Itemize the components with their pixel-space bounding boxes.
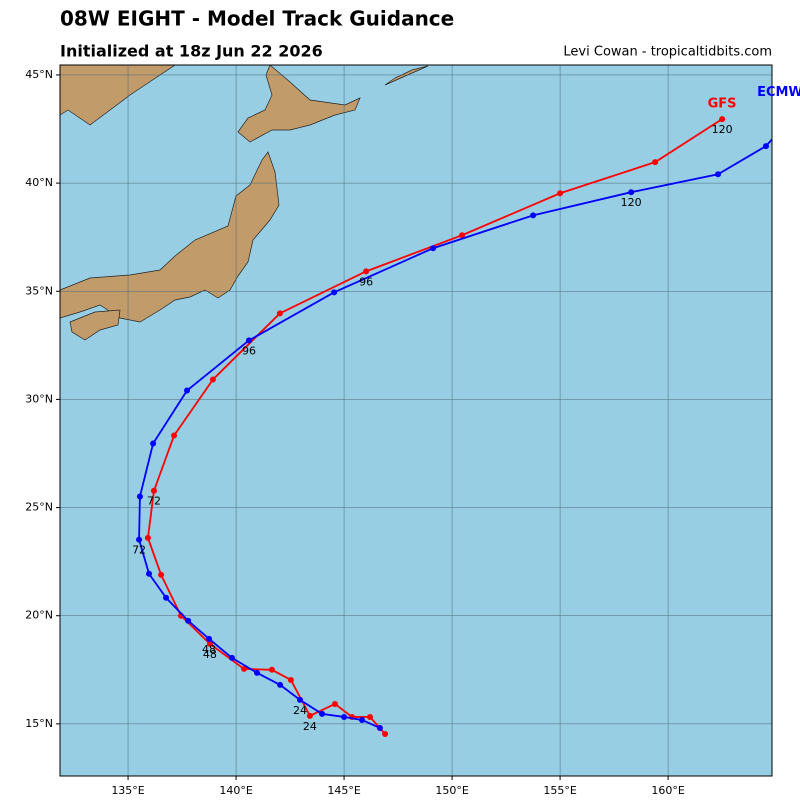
track-point [144, 534, 151, 541]
track-line [138, 138, 772, 729]
track-point [206, 640, 213, 647]
track-point [228, 654, 235, 661]
track-point [184, 387, 191, 394]
hour-label: 24 [293, 704, 307, 717]
track-point [185, 617, 192, 624]
track-point [163, 594, 170, 601]
track-point [136, 536, 143, 543]
track-point [171, 432, 178, 439]
track-point [209, 376, 216, 383]
series-name: ECMWF [757, 85, 800, 100]
x-tick-label: 150°E [435, 784, 468, 797]
track-point [358, 716, 365, 723]
y-tick-label: 45°N [25, 68, 53, 81]
frame [59, 64, 773, 777]
track-point [459, 232, 466, 239]
track-point [430, 245, 437, 252]
track-point [296, 696, 303, 703]
credit: Levi Cowan - tropicaltidbits.com [563, 45, 772, 60]
hour-label: 24 [303, 720, 317, 733]
track-point [254, 669, 261, 676]
y-tick-label: 30°N [25, 392, 53, 405]
y-tick-label: 20°N [25, 609, 53, 622]
hour-label: 72 [147, 495, 161, 508]
chart-subtitle: Initialized at 18z Jun 22 2026 [60, 42, 323, 61]
hour-label: 72 [132, 544, 146, 557]
track-point [276, 310, 283, 317]
track-point [136, 493, 143, 500]
x-tick-label: 160°E [651, 784, 684, 797]
ocean [60, 65, 772, 776]
x-tick-label: 135°E [111, 784, 144, 797]
track-point [306, 712, 313, 719]
track-point [287, 676, 294, 683]
track-point [786, 117, 792, 123]
track-point [319, 710, 326, 717]
hour-label: 48 [203, 648, 217, 661]
track-point [557, 190, 564, 197]
hour-label: 48 [202, 643, 216, 656]
land [60, 65, 429, 341]
track-point [331, 289, 338, 296]
track-point [146, 570, 152, 577]
y-tick-label: 40°N [25, 176, 53, 189]
hour-label: 120 [621, 196, 642, 209]
track-point [628, 189, 635, 196]
track-point [241, 665, 248, 672]
track-point [652, 159, 659, 166]
x-tick-label: 145°E [327, 784, 360, 797]
track-point [714, 171, 721, 178]
y-tick-label: 15°N [25, 717, 53, 730]
track-point [366, 713, 373, 720]
chart-title: 08W EIGHT - Model Track Guidance [60, 7, 454, 31]
track-point [246, 337, 253, 344]
hour-label: 96 [242, 344, 256, 357]
hour-label: 120 [712, 123, 733, 136]
track-point [206, 635, 213, 642]
track-point [341, 713, 348, 720]
x-tick-label: 140°E [219, 784, 252, 797]
y-tick-label: 25°N [25, 501, 53, 514]
track-point [363, 268, 370, 275]
track-point [277, 681, 284, 688]
series-name: GFS [708, 97, 737, 112]
track-point [331, 700, 338, 707]
y-tick-label: 35°N [25, 284, 53, 297]
track-point [150, 440, 157, 447]
track-point [150, 487, 157, 494]
track-point [762, 143, 769, 150]
track-point [719, 116, 726, 123]
track-point [376, 724, 383, 731]
track-point [530, 212, 537, 219]
track-point [268, 666, 275, 673]
track-point [382, 731, 389, 738]
hour-label: 96 [359, 275, 373, 288]
track-point [158, 571, 165, 578]
x-tick-label: 155°E [543, 784, 576, 797]
